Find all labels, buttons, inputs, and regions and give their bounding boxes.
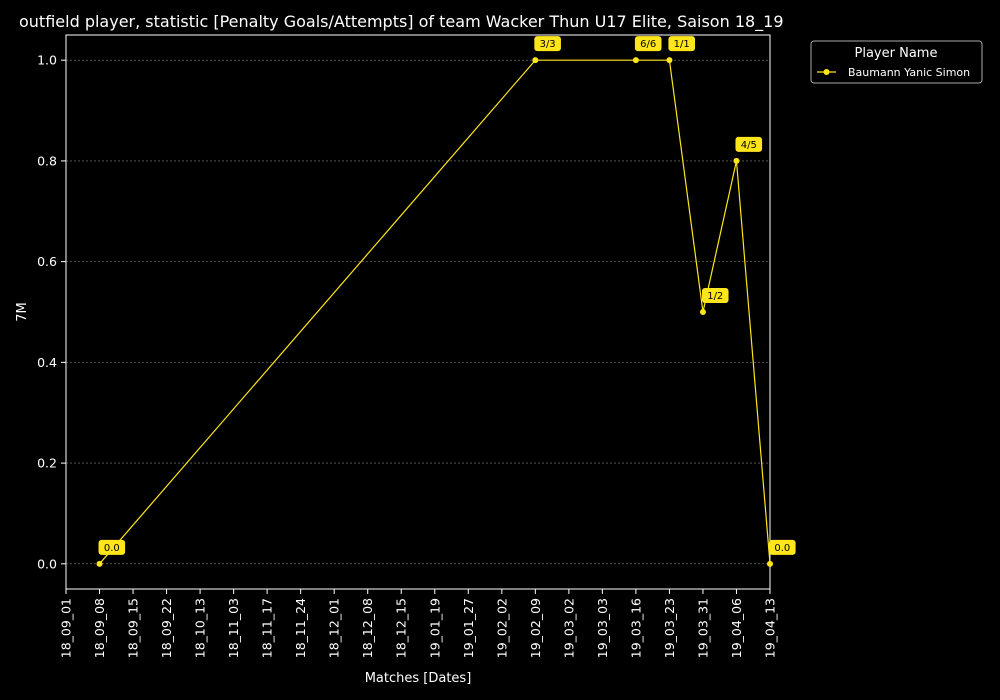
data-point (699, 309, 706, 315)
y-tick-label: 0.2 (37, 456, 57, 471)
legend-box (810, 40, 983, 84)
data-label: 0.0 (98, 539, 126, 555)
y-tick-label: 0.4 (37, 355, 57, 370)
x-tick-label: 18_09_22 (159, 598, 174, 658)
x-tick-label: 19_02_02 (494, 598, 509, 658)
data-point (96, 560, 103, 567)
data-point (733, 157, 740, 164)
data-point (532, 57, 539, 64)
data-label-text: 6/6 (640, 39, 656, 50)
x-tick-label: 18_12_15 (394, 598, 409, 658)
data-label-box (98, 539, 126, 555)
data-label-text: 4/5 (741, 140, 757, 151)
data-label-box (701, 288, 729, 303)
data-label-box (769, 539, 796, 555)
data-label-text: 0.0 (104, 543, 120, 554)
x-tick-label: 19_02_09 (528, 598, 543, 658)
grid-lines (66, 59, 770, 565)
x-tick-label: 18_09_15 (126, 598, 141, 658)
x-tick-label: 19_04_13 (763, 598, 778, 658)
x-tick-label: 18_12_01 (327, 598, 342, 658)
x-tick-label: 18_11_03 (226, 598, 241, 658)
data-labels: 0.0 3/3 6/6 1/1 1/2 4/5 0.0 (98, 36, 796, 555)
x-tick-label: 19_03_31 (695, 598, 710, 658)
x-tick-label: 18_11_17 (260, 598, 275, 658)
data-label: 6/6 (634, 36, 662, 52)
data-label: 1/2 (701, 288, 729, 303)
x-tick-label: 19_03_02 (561, 598, 576, 658)
legend-items: Baumann Yanic Simon (817, 66, 970, 79)
data-point (767, 560, 773, 567)
legend-marker (823, 69, 830, 75)
data-label-text: 1/1 (674, 39, 690, 50)
x-tick-label: 19_01_27 (461, 598, 476, 658)
data-label: 3/3 (534, 36, 561, 52)
plot-area (65, 34, 771, 590)
data-label-text: 0.0 (774, 543, 790, 554)
data-label-text: 3/3 (540, 39, 556, 50)
data-point (666, 57, 673, 64)
data-label-box (634, 36, 662, 52)
y-tick-label: 1.0 (37, 53, 57, 68)
series-layer (96, 57, 773, 567)
y-tick-label: 0.6 (37, 254, 57, 269)
x-tick-label: 18_09_08 (92, 598, 107, 658)
data-label-box (668, 36, 696, 52)
legend: Player Name Baumann Yanic Simon (810, 40, 983, 84)
legend-entry-label: Baumann Yanic Simon (848, 66, 970, 79)
x-tick-label: 18_09_01 (59, 598, 74, 658)
x-axis: 18_09_01 18_09_08 18_09_15 18_09_22 18_10_13… (59, 589, 778, 658)
data-label-box (735, 136, 763, 152)
y-axis-label: 7M (15, 302, 30, 322)
x-axis-label: Matches [Dates] (365, 671, 472, 686)
x-tick-label: 18_10_13 (193, 598, 208, 658)
legend-title: Player Name (855, 46, 938, 61)
data-label-box (534, 36, 561, 52)
x-tick-label: 19_03_03 (595, 598, 610, 658)
x-tick-label: 18_12_08 (360, 598, 375, 658)
data-point (632, 57, 639, 64)
data-label-text: 1/2 (707, 291, 723, 302)
y-tick-label: 0.0 (37, 556, 57, 571)
x-tick-label: 19_01_19 (427, 598, 442, 658)
y-tick-label: 0.8 (37, 153, 57, 168)
data-label: 4/5 (735, 136, 763, 152)
x-tick-label: 19_03_23 (662, 598, 677, 658)
y-axis: 0.0 0.2 0.4 0.6 0.8 1.0 (37, 53, 66, 571)
x-tick-label: 19_04_06 (729, 598, 744, 658)
data-label: 0.0 (769, 539, 796, 555)
x-tick-label: 18_11_24 (293, 598, 308, 658)
x-tick-label: 19_03_16 (628, 598, 643, 658)
data-label: 1/1 (668, 36, 696, 52)
chart-title: outfield player, statistic [Penalty Goal… (19, 12, 784, 32)
